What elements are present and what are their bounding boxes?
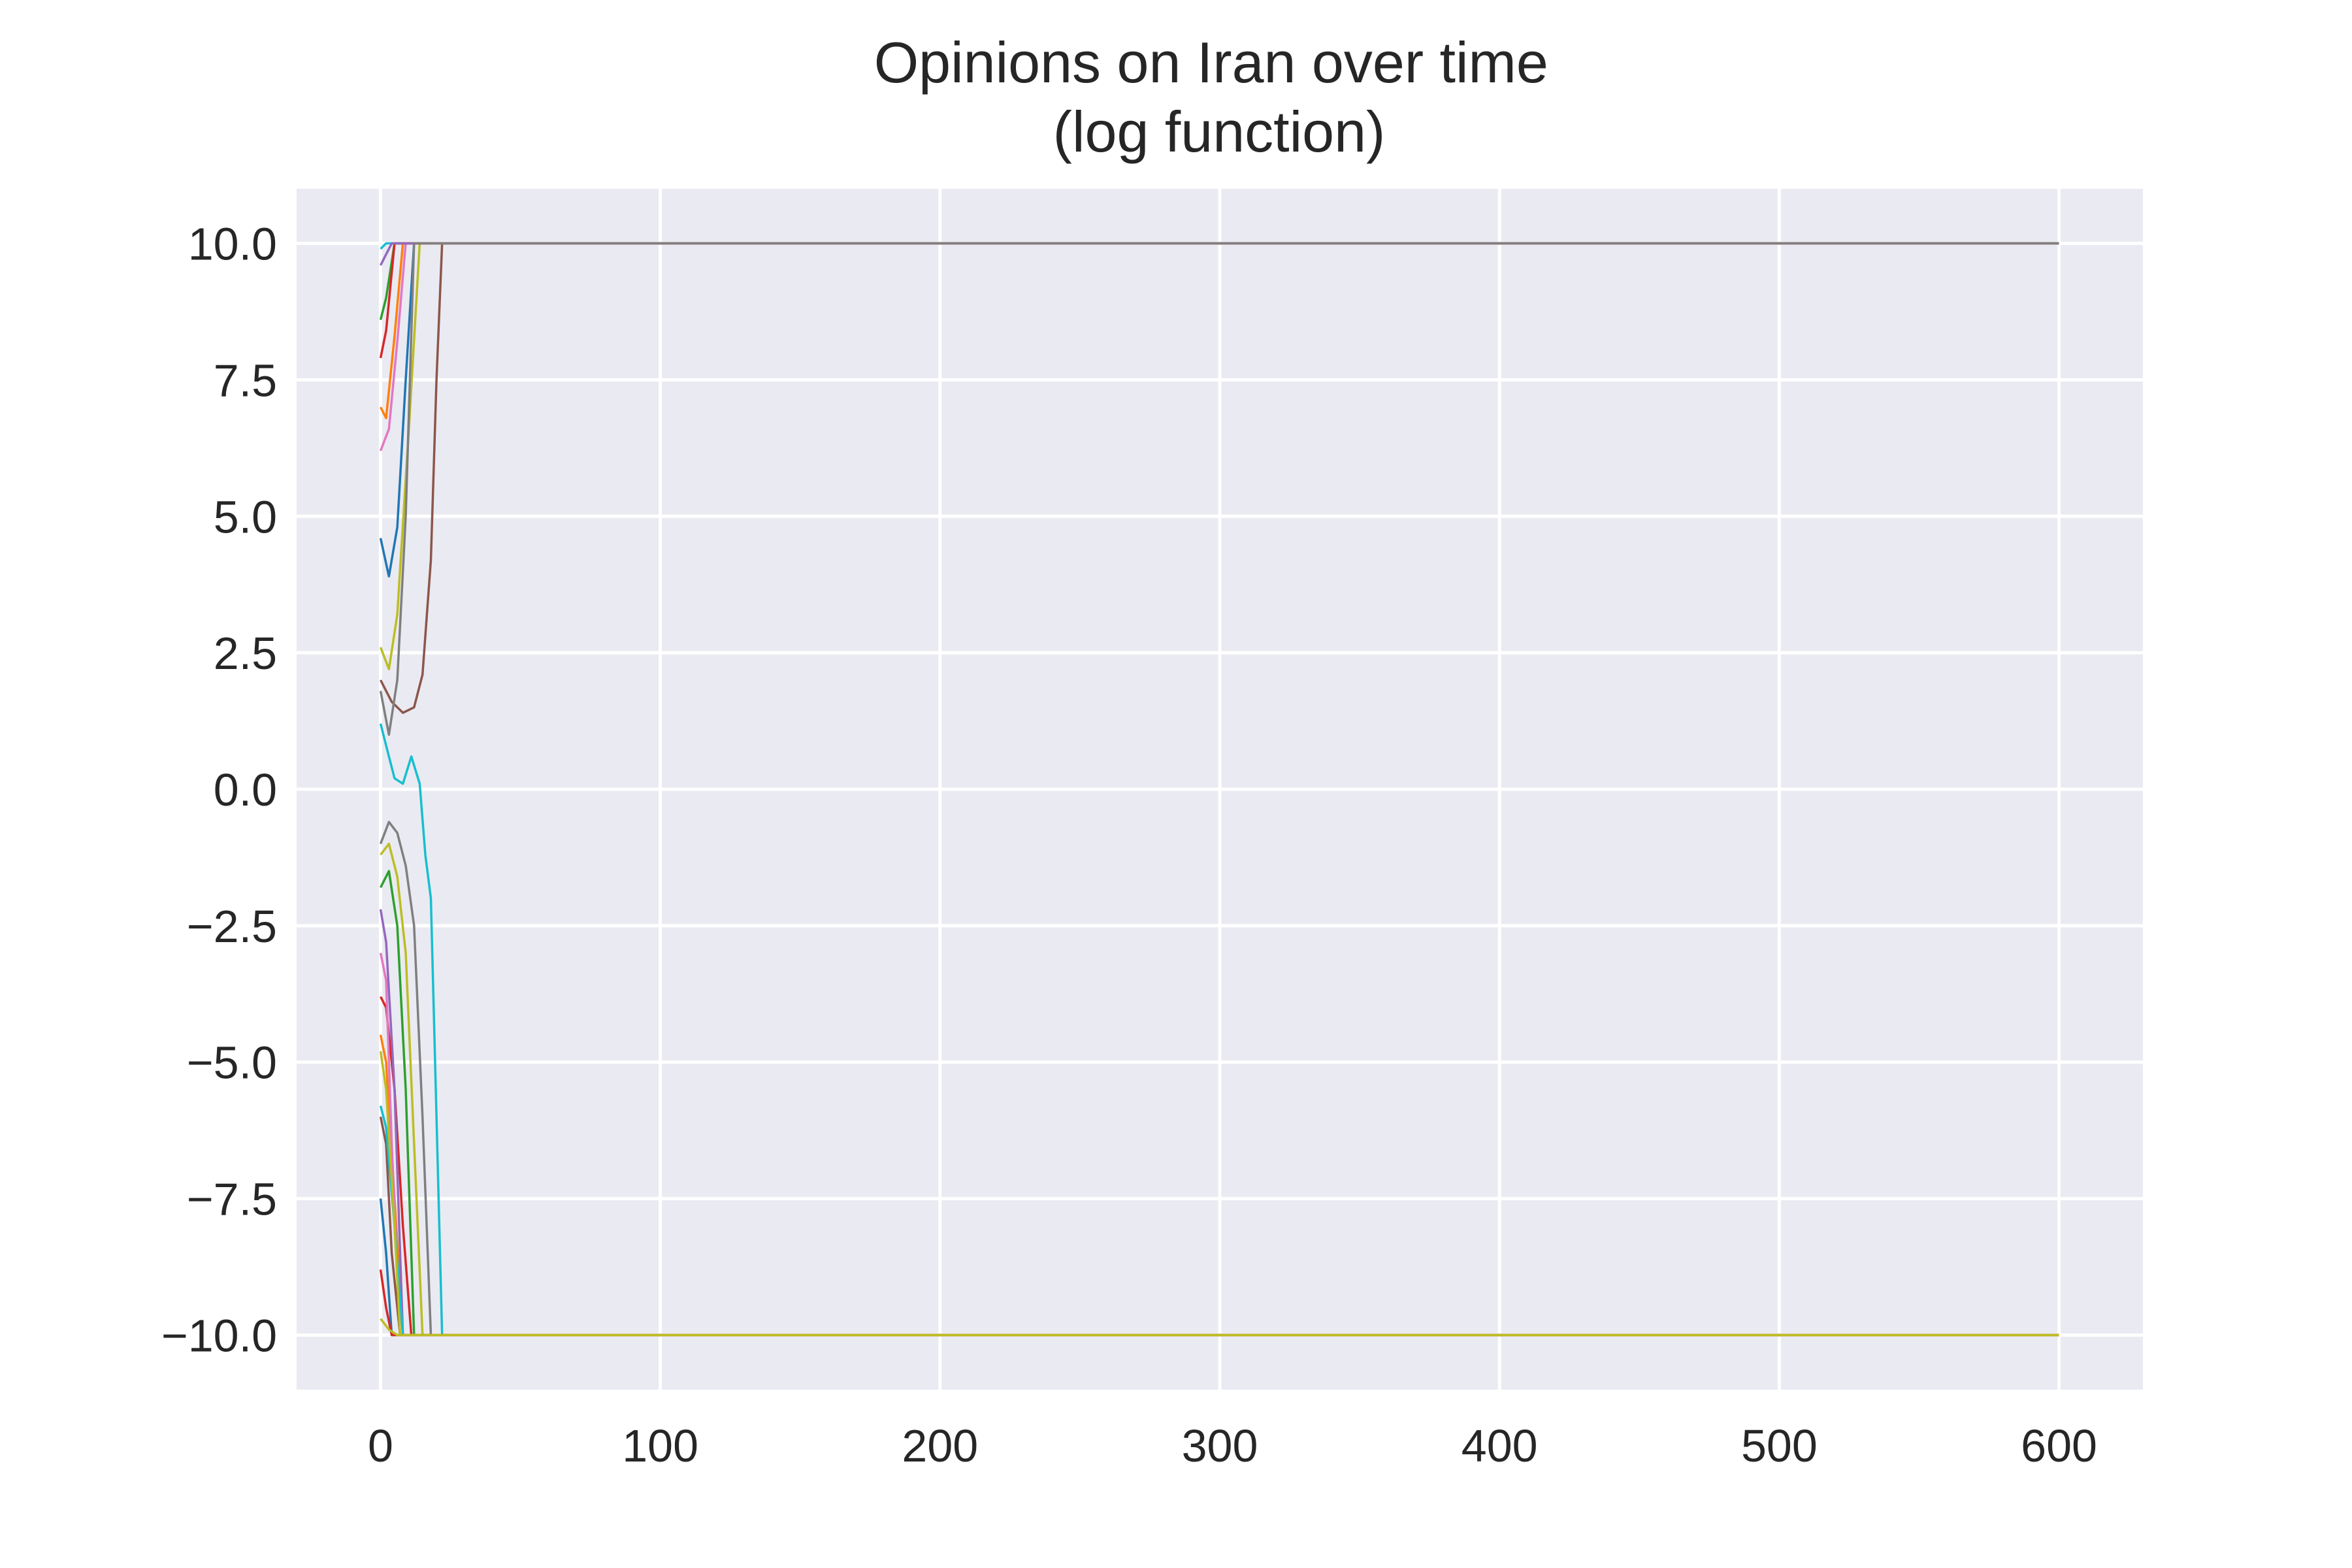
series-line-9 — [379, 242, 2059, 736]
x-tick-label-4: 400 — [1462, 1420, 1538, 1471]
series-line-11 — [379, 821, 2059, 1337]
x-tick-label-3: 300 — [1182, 1420, 1258, 1471]
x-tick-label-1: 100 — [622, 1420, 698, 1471]
y-tick-label-2: 5.0 — [214, 491, 277, 542]
y-tick-label-6: −5.0 — [187, 1037, 277, 1088]
x-tick-label-5: 500 — [1741, 1420, 1818, 1471]
y-tick-label-5: −2.5 — [187, 901, 277, 952]
series-group — [379, 242, 2059, 1337]
x-tick-label-0: 0 — [368, 1420, 393, 1471]
x-tick-labels: 0 100 200 300 400 500 600 — [368, 1420, 2097, 1471]
chart-title-line-1: Opinions on Iran over time — [874, 30, 1548, 95]
y-tick-label-4: 0.0 — [214, 764, 277, 815]
y-tick-label-0: 10.0 — [188, 219, 277, 270]
y-tick-label-8: −10.0 — [161, 1310, 277, 1361]
y-tick-label-3: 2.5 — [214, 628, 277, 679]
chart-title-line-2: (log function) — [1053, 99, 1386, 164]
series-line-2 — [379, 242, 2059, 714]
series-line-23 — [380, 1318, 2059, 1337]
y-tick-labels: 10.0 7.5 5.0 2.5 0.0 −2.5 −5.0 −7.5 −10.0 — [161, 219, 277, 1362]
series-line-10 — [379, 723, 2059, 1337]
x-tick-label-6: 600 — [2021, 1420, 2097, 1471]
x-tick-label-2: 200 — [902, 1420, 978, 1471]
y-tick-label-1: 7.5 — [214, 355, 277, 406]
chart-title: Opinions on Iran over time (log function… — [874, 30, 1565, 164]
y-tick-label-7: −7.5 — [187, 1174, 277, 1225]
